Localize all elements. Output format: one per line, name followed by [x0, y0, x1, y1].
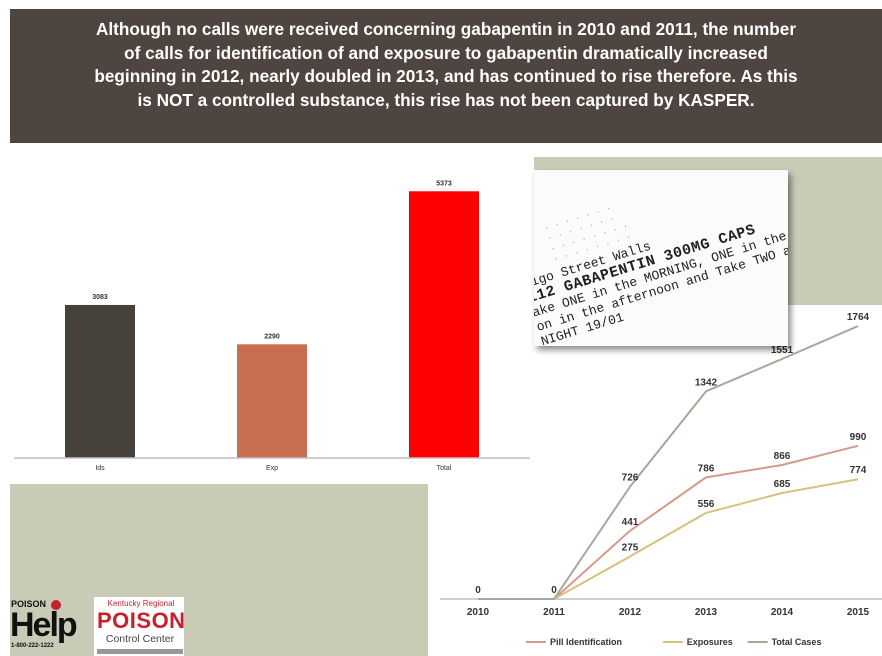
line-x-tick-label: 2013	[695, 607, 718, 618]
bar-total	[409, 191, 479, 458]
poison-help-logo: POISON Help 1-800-222-1222	[10, 597, 86, 653]
prescription-label-photo: · · · · · · · · · · · · · · · · · · · · ·…	[534, 170, 788, 346]
line-data-label: 990	[850, 432, 867, 443]
series-line-pill-identification	[478, 444, 859, 600]
bar-value-label: 5373	[436, 180, 452, 187]
bar-category-label: Total	[437, 465, 452, 472]
bar-chart: 3083 Ids 2290 Exp 5373 Total	[14, 180, 530, 472]
bar-value-label: 2290	[264, 333, 280, 340]
help-logo-word: Help	[10, 606, 78, 644]
line-data-label: 1764	[847, 312, 870, 323]
control-center-text: Control Center	[105, 633, 175, 645]
line-data-label: 1342	[695, 377, 718, 388]
logo-dot-icon	[51, 600, 61, 610]
line-data-label: 441	[622, 517, 639, 528]
logo-strip	[97, 649, 183, 654]
poison-text: POISON	[97, 608, 186, 633]
series-line-exposures	[478, 478, 859, 600]
line-data-label: 275	[622, 542, 639, 553]
line-data-label: 685	[774, 479, 791, 490]
line-data-label: 0	[475, 585, 481, 596]
decorative-panel-left	[10, 484, 428, 656]
legend-label: Pill Identification	[550, 637, 622, 647]
line-x-tick-label: 2011	[543, 607, 565, 618]
series-line-total-cases	[478, 325, 859, 600]
banner	[10, 9, 882, 143]
line-x-tick-label: 2014	[771, 607, 794, 618]
line-data-label: 866	[774, 451, 791, 462]
bar-ids	[65, 304, 135, 458]
help-logo-top: POISON	[11, 599, 47, 609]
line-data-label: 1551	[771, 345, 794, 356]
kentucky-regional-text: Kentucky Regional	[107, 599, 175, 608]
help-logo-phone: 1-800-222-1222	[11, 643, 54, 649]
line-x-tick-label: 2010	[467, 607, 490, 618]
line-chart: 2010 2011 2012 2013 2014 2015 441 786 866 990 275 5…	[440, 312, 882, 647]
banner-text: Although no calls were received concerni…	[94, 19, 798, 110]
bar-category-label: Exp	[266, 465, 278, 472]
line-data-label: 726	[622, 473, 639, 484]
legend-label: Total Cases	[772, 637, 822, 647]
bar-value-label: 3083	[92, 294, 108, 301]
line-x-tick-label: 2012	[619, 607, 642, 618]
line-data-label: 556	[698, 499, 715, 510]
line-data-label: 786	[698, 463, 715, 474]
line-data-label: 774	[850, 465, 867, 476]
kentucky-poison-control-logo: Kentucky Regional POISON Control Center	[94, 597, 186, 656]
bar-category-label: Ids	[95, 465, 105, 472]
legend-label: Exposures	[687, 637, 733, 647]
line-data-label: 0	[551, 585, 557, 596]
bar-exp	[237, 344, 307, 458]
line-x-tick-label: 2015	[847, 607, 870, 618]
